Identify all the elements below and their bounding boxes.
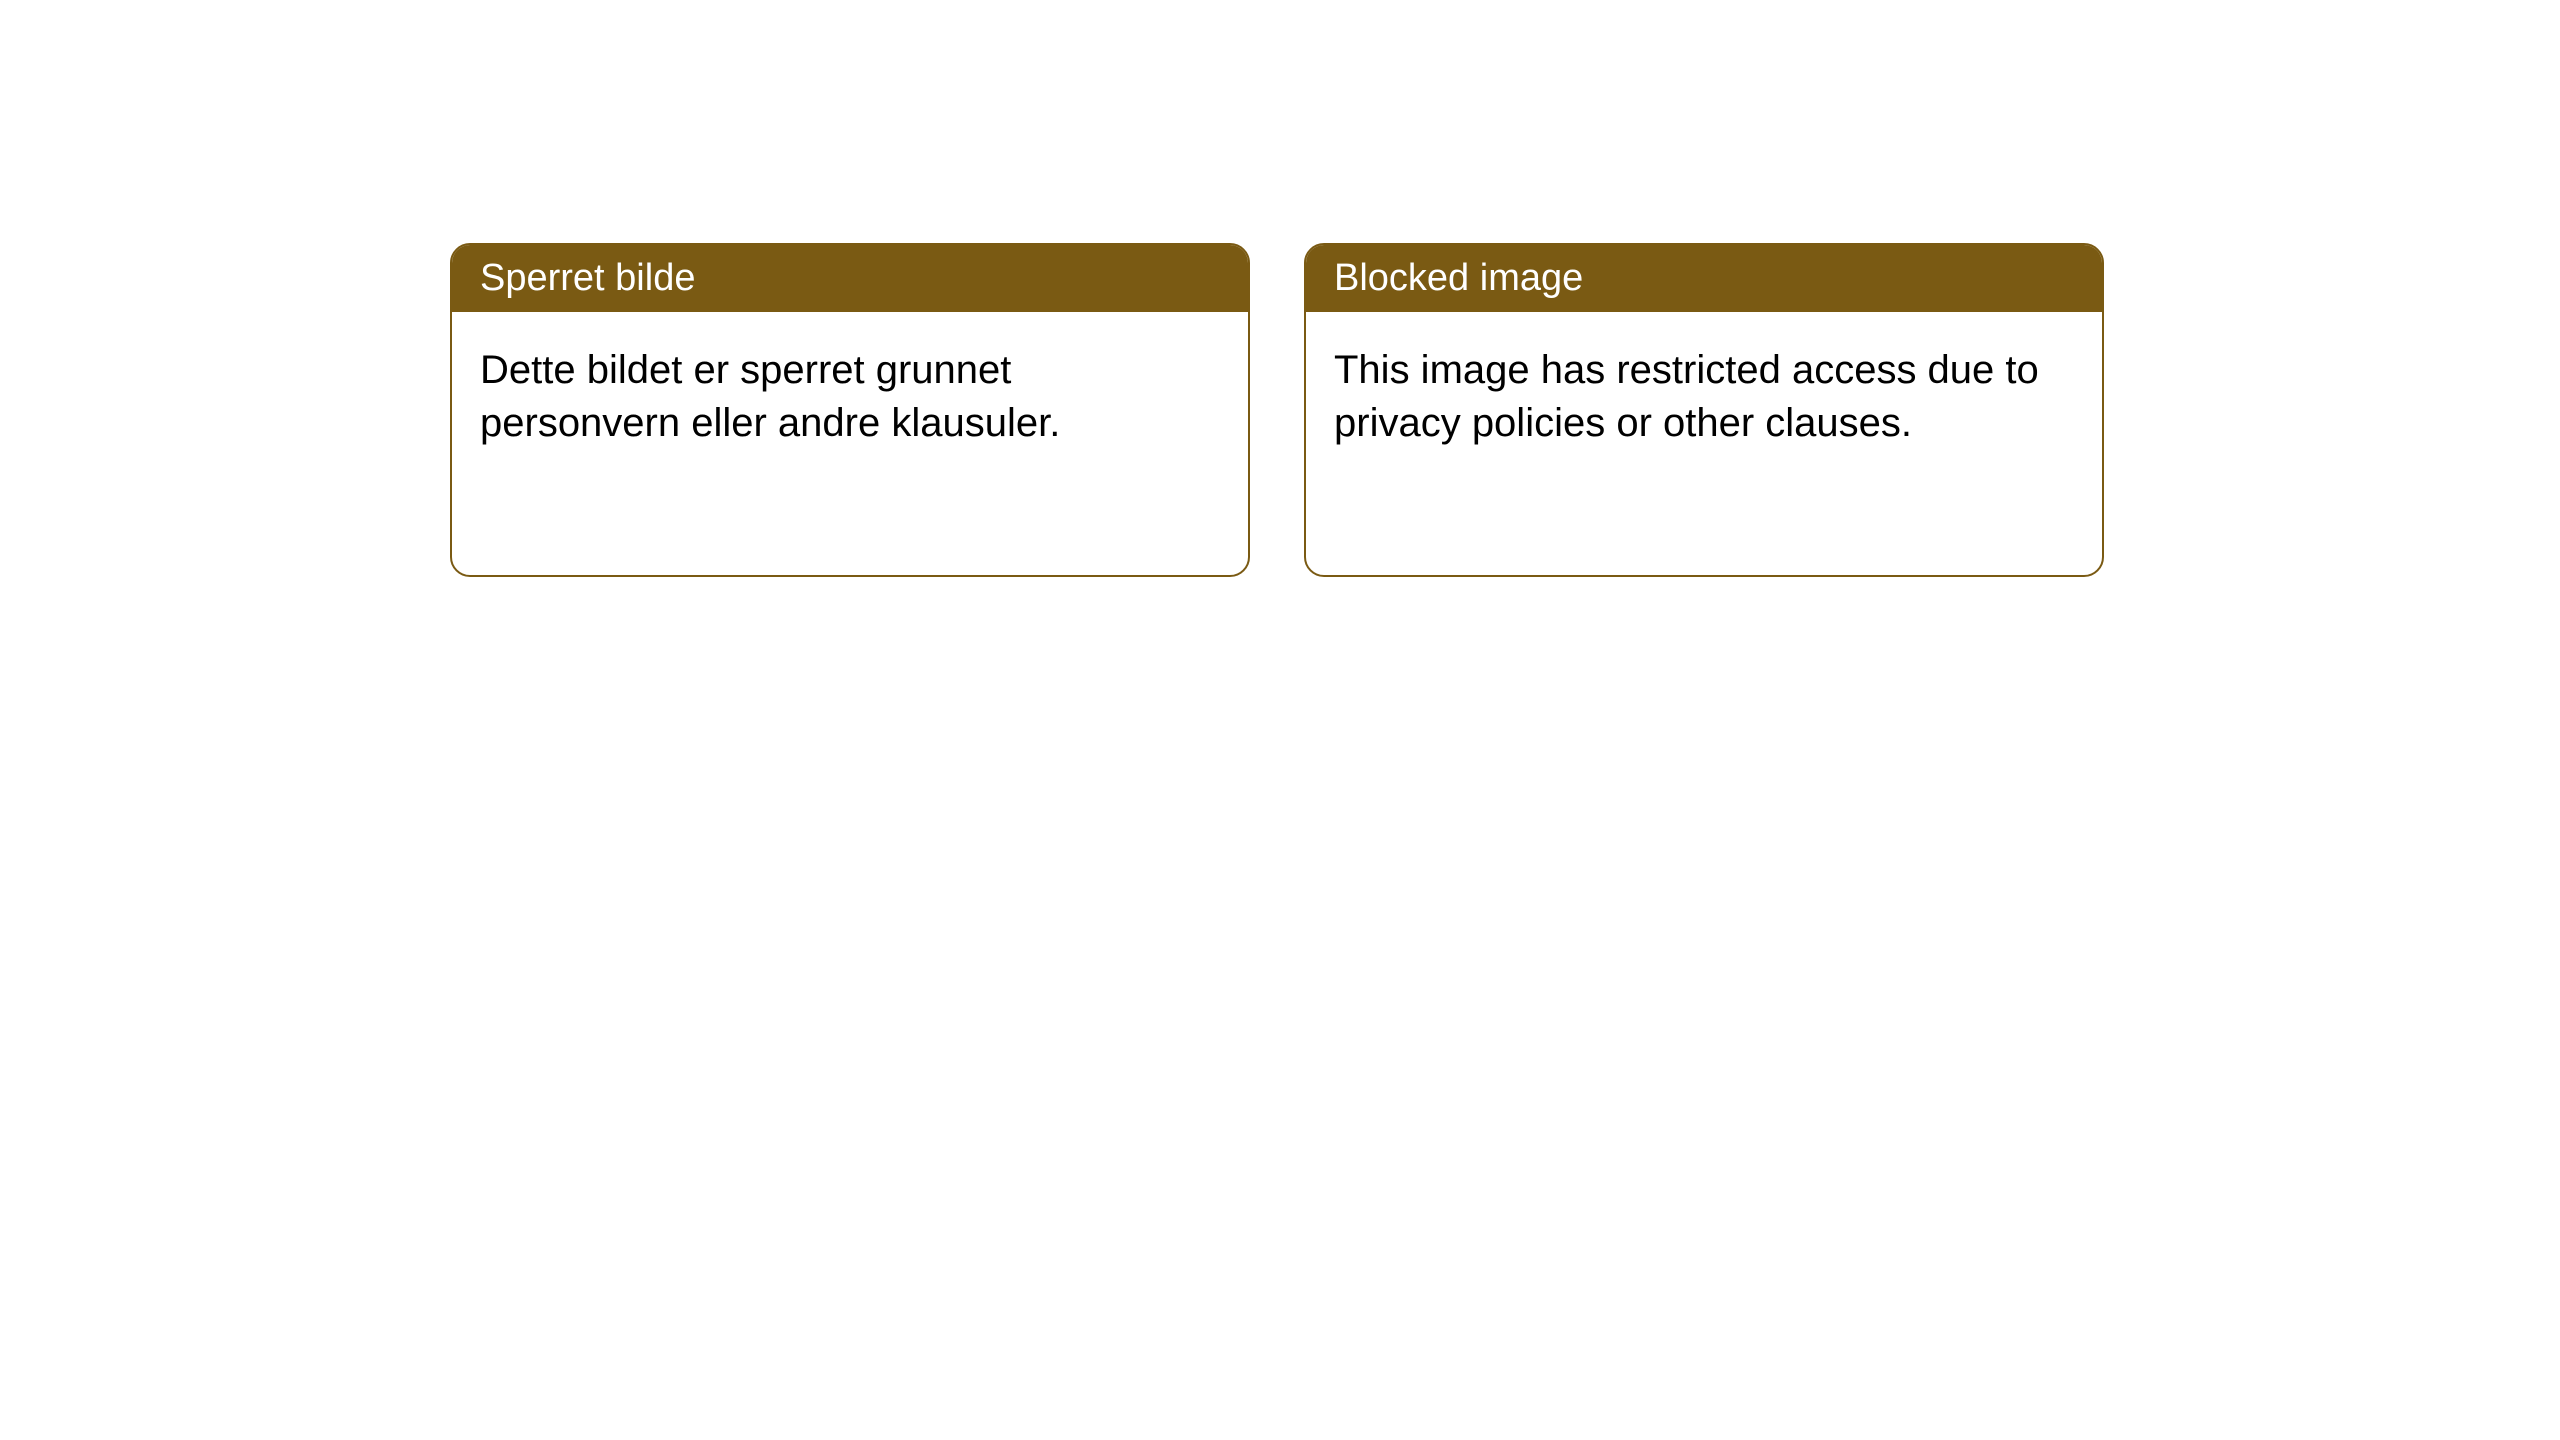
notice-title: Sperret bilde [480,257,695,299]
notice-message: This image has restricted access due to … [1334,348,2039,445]
notice-card-english: Blocked image This image has restricted … [1304,243,2104,577]
notice-body: Dette bildet er sperret grunnet personve… [452,312,1248,482]
notice-title: Blocked image [1334,257,1583,299]
notice-header: Sperret bilde [452,245,1248,312]
notice-header: Blocked image [1306,245,2102,312]
notice-body: This image has restricted access due to … [1306,312,2102,482]
notice-card-norwegian: Sperret bilde Dette bildet er sperret gr… [450,243,1250,577]
notice-message: Dette bildet er sperret grunnet personve… [480,348,1060,445]
notice-cards-container: Sperret bilde Dette bildet er sperret gr… [450,243,2104,577]
